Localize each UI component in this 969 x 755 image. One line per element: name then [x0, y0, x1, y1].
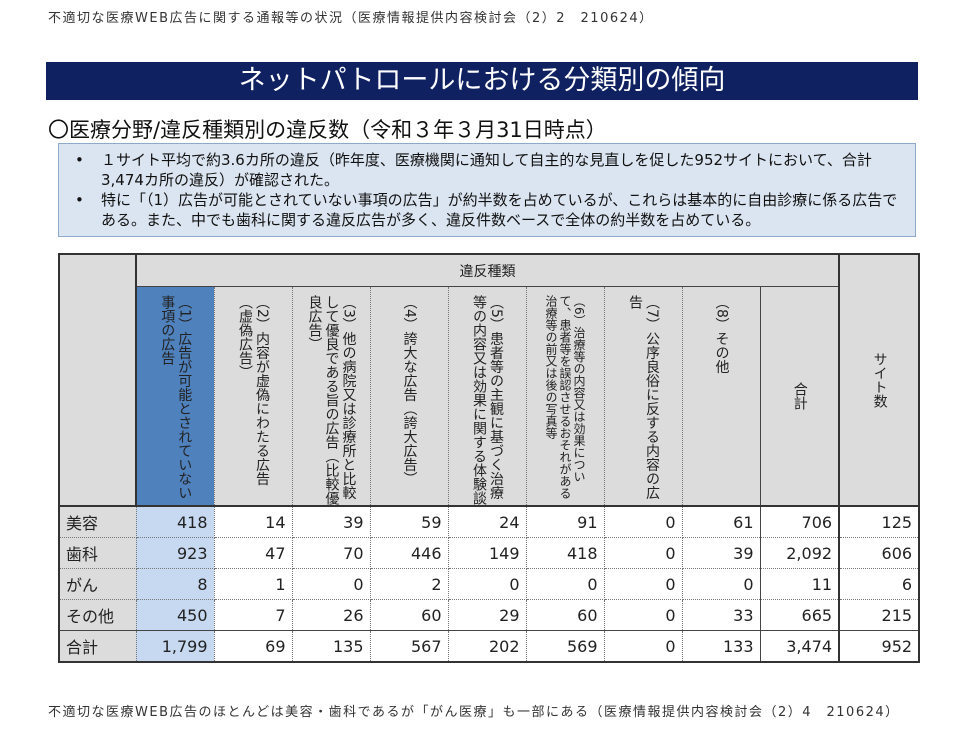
col-header-label: （1）広告が可能とされていない事項の広告 [159, 295, 193, 500]
table-cell: 26 [291, 599, 371, 631]
table-row: 美容 418 14 39 59 24 91 0 61 706 125 [58, 505, 920, 538]
table-cell: 135 [291, 630, 371, 663]
summary-note: １サイト平均で約3.6カ所の違反（昨年度、医療機関に通知して自主的な見直しを促し… [75, 150, 905, 190]
sites-cell: 6 [838, 568, 920, 600]
table-cell: 418 [525, 537, 605, 569]
table-cell: 7 [213, 599, 293, 631]
table-cell: 923 [135, 537, 215, 569]
col-header-sites-label: サイト数 [871, 352, 888, 408]
sites-cell: 215 [838, 599, 920, 631]
col-header-label: 合計 [791, 382, 808, 410]
sites-cell: 125 [838, 505, 920, 538]
table-cell: 14 [213, 505, 293, 538]
section-subtitle: 〇医療分野/違反種類別の違反数（令和３年３月31日時点） [48, 118, 607, 142]
summary-note: 特に「（1）広告が可能とされていない事項の広告」が約半数を占めているが、これらは… [75, 190, 905, 230]
col-header-label: （6）治療等の内容又は効果について、患者等を誤認させるおそれがある治療等の前又は… [544, 295, 586, 499]
violations-table: 違反種類 サイト数 （1）広告が可能とされていない事項の広告 （2）内容が虚偽に… [58, 253, 921, 663]
table-cell: 29 [447, 599, 527, 631]
col-header-8: （8）その他 [681, 286, 761, 507]
table-cell: 2,092 [759, 537, 840, 569]
table-cell: 11 [759, 568, 840, 600]
table-cell: 47 [213, 537, 293, 569]
sites-cell: 606 [838, 537, 920, 569]
col-header-label: （2）内容が虚偽にわたる広告（虚偽広告） [237, 295, 270, 486]
table-cell: 0 [681, 568, 761, 600]
table-cell: 0 [291, 568, 371, 600]
col-header-4: （4）誇大な広告（誇大広告） [369, 286, 449, 507]
table-row: 合計 1,799 69 135 567 202 569 0 133 3,474 952 [58, 630, 920, 663]
table-cell: 0 [525, 568, 605, 600]
table-row: その他 450 7 26 60 29 60 0 33 665 215 [58, 599, 920, 631]
table-cell: 70 [291, 537, 371, 569]
caption-bottom: 不適切な医療WEB広告のほとんどは美容・歯科であるが「がん医療」も一部にある（医… [48, 705, 900, 720]
table-cell: 450 [135, 599, 215, 631]
col-header-label: （3）他の病院又は診療所と比較して優良である旨の広告（比較優良広告） [306, 295, 357, 505]
table-cell: 149 [447, 537, 527, 569]
table-cell: 446 [369, 537, 449, 569]
caption-top: 不適切な医療WEB広告に関する通報等の状況（医療情報提供内容検討会（2）2 21… [48, 11, 654, 26]
row-label: 歯科 [58, 537, 137, 569]
table-cell: 91 [525, 505, 605, 538]
table-cell: 202 [447, 630, 527, 663]
row-label: 美容 [58, 505, 137, 538]
table-cell: 59 [369, 505, 449, 538]
sites-cell: 952 [838, 630, 920, 663]
col-header-label: （8）その他 [713, 295, 730, 374]
table-cell: 3,474 [759, 630, 840, 663]
table-row: がん 8 1 0 2 0 0 0 0 11 6 [58, 568, 920, 600]
row-label: がん [58, 568, 137, 600]
table-cell: 133 [681, 630, 761, 663]
table-cell: 0 [603, 505, 683, 538]
table-cell: 33 [681, 599, 761, 631]
table-cell: 69 [213, 630, 293, 663]
col-header-6: （6）治療等の内容又は効果について、患者等を誤認させるおそれがある治療等の前又は… [525, 286, 605, 507]
col-header-5: （5）患者等の主観に基づく治療等の内容又は効果に関する体験談 [447, 286, 527, 507]
table-cell: 2 [369, 568, 449, 600]
table-cell: 0 [447, 568, 527, 600]
row-label: その他 [58, 599, 137, 631]
row-label: 合計 [58, 630, 137, 663]
table-cell: 60 [525, 599, 605, 631]
summary-box: １サイト平均で約3.6カ所の違反（昨年度、医療機関に通知して自主的な見直しを促し… [58, 143, 916, 237]
col-header-label: （5）患者等の主観に基づく治療等の内容又は効果に関する体験談 [471, 295, 504, 505]
table-cell: 0 [603, 599, 683, 631]
col-header-label: （4）誇大な広告（誇大広告） [401, 295, 418, 486]
table-cell: 1 [213, 568, 293, 600]
col-header-3: （3）他の病院又は診療所と比較して優良である旨の広告（比較優良広告） [291, 286, 371, 507]
col-header-total: 合計 [759, 286, 840, 507]
table-row: 歯科 923 47 70 446 149 418 0 39 2,092 606 [58, 537, 920, 569]
col-header-label: （7）公序良俗に反する内容の広告 [627, 295, 660, 500]
table-cell: 24 [447, 505, 527, 538]
table-cell: 0 [603, 568, 683, 600]
group-header: 違反種類 [135, 253, 840, 287]
table-cell: 418 [135, 505, 215, 538]
corner-cell [58, 253, 137, 507]
col-header-sites: サイト数 [838, 253, 920, 507]
table-cell: 61 [681, 505, 761, 538]
table-cell: 39 [291, 505, 371, 538]
table-cell: 0 [603, 630, 683, 663]
table-cell: 569 [525, 630, 605, 663]
table-cell: 1,799 [135, 630, 215, 663]
table-cell: 8 [135, 568, 215, 600]
table-cell: 706 [759, 505, 840, 538]
banner-title: ネットパトロールにおける分類別の傾向 [46, 62, 918, 100]
table-cell: 567 [369, 630, 449, 663]
table-cell: 665 [759, 599, 840, 631]
col-header-2: （2）内容が虚偽にわたる広告（虚偽広告） [213, 286, 293, 507]
table-cell: 0 [603, 537, 683, 569]
col-header-7: （7）公序良俗に反する内容の広告 [603, 286, 683, 507]
table-cell: 39 [681, 537, 761, 569]
col-header-1: （1）広告が可能とされていない事項の広告 [135, 286, 215, 507]
table-cell: 60 [369, 599, 449, 631]
